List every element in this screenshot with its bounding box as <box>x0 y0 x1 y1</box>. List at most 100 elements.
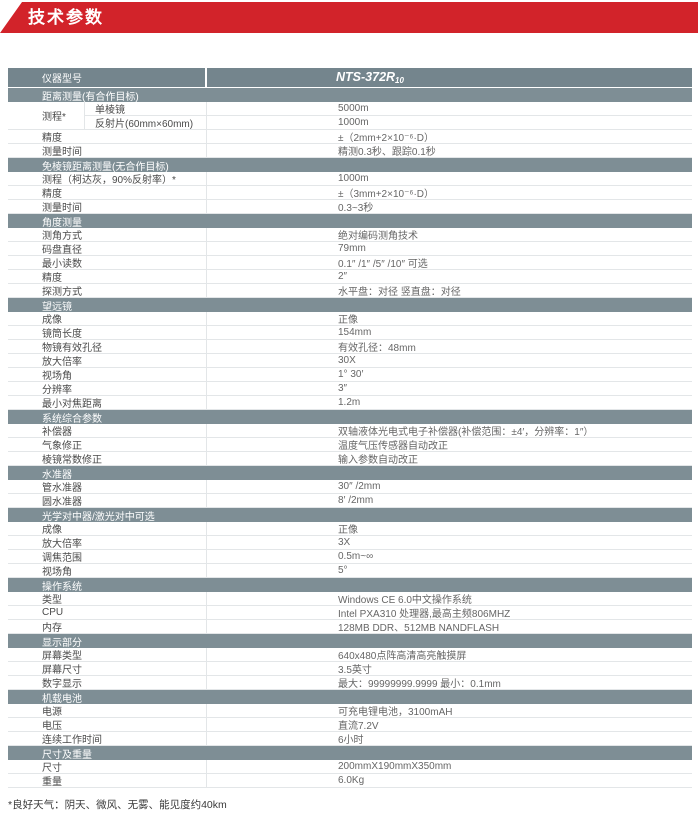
section-header: 尺寸及重量 <box>8 746 692 761</box>
spec-label: 内存 <box>8 620 207 634</box>
spec-row: 最小读数 0.1″ /1″ /5″ /10″ 可选 <box>8 256 692 270</box>
spec-label: 屏幕尺寸 <box>8 662 207 676</box>
spec-label: 分辨率 <box>8 382 207 396</box>
spec-row: 连续工作时间 6小时 <box>8 732 692 746</box>
section-header: 机载电池 <box>8 690 692 705</box>
spec-row: 测角方式 绝对编码测角技术 <box>8 228 692 242</box>
spec-value: 0.3~3秒 <box>338 203 374 214</box>
spec-label: 棱镜常数修正 <box>8 452 207 466</box>
footnote: *良好天气：阴天、微风、无雾、能见度约40km <box>8 799 227 811</box>
spec-label: 管水准器 <box>8 480 207 494</box>
spec-label: 电源 <box>8 704 207 718</box>
spec-row: 屏幕尺寸 3.5英寸 <box>8 662 692 676</box>
table-header-model-cell: NTS-372R10 <box>207 68 692 87</box>
spec-value: 最大：99999999.9999 最小：0.1mm <box>338 679 501 690</box>
spec-table: 仪器型号 NTS-372R10 距离测量(有合作目标) 测程* 单棱镜 反射片(60m… <box>8 68 692 788</box>
spec-row: 内存 128MB DDR、512MB NANDFLASH <box>8 620 692 634</box>
spec-label: 精度 <box>8 130 207 144</box>
spec-value: 精测0.3秒、跟踪0.1秒 <box>338 147 436 158</box>
spec-label: 放大倍率 <box>8 354 207 368</box>
spec-row: 管水准器 30″ /2mm <box>8 480 692 494</box>
spec-label: 气象修正 <box>8 438 207 452</box>
spec-value: 6.0Kg <box>338 775 365 786</box>
spec-label: 最小对焦距离 <box>8 396 207 410</box>
spec-label: 探测方式 <box>8 284 207 298</box>
spec-label: 最小读数 <box>8 256 207 270</box>
spec-row: 成像 正像 <box>8 312 692 326</box>
spec-sublabel-column: 单棱镜反射片(60mm×60mm) <box>85 102 207 130</box>
spec-row: 测量时间 0.3~3秒 <box>8 200 692 214</box>
spec-row: 尺寸 200mmX190mmX350mm <box>8 760 692 774</box>
spec-value: 79mm <box>338 243 366 254</box>
spec-row: 调焦范围 0.5m~∞ <box>8 550 692 564</box>
spec-value: 30X <box>338 355 356 366</box>
spec-value: ±（2mm+2×10⁻⁶·D） <box>338 133 435 144</box>
spec-value: 5000m <box>207 102 692 116</box>
spec-row: 测程（柯达灰，90%反射率）* 1000m <box>8 172 692 186</box>
section-header: 水准器 <box>8 466 692 481</box>
spec-value: 有效孔径：48mm <box>338 343 416 354</box>
spec-label: 放大倍率 <box>8 536 207 550</box>
spec-value: 1000m <box>338 173 369 184</box>
spec-row: 补偿器 双轴液体光电式电子补偿器(补偿范围：±4′，分辨率：1″） <box>8 424 692 438</box>
spec-subvalue-column: 5000m 1000m <box>207 102 692 129</box>
spec-label: 物镜有效孔径 <box>8 340 207 354</box>
spec-row: 精度 ±（3mm+2×10⁻⁶·D） <box>8 186 692 200</box>
spec-label: 测量时间 <box>8 144 207 158</box>
spec-row: 电源 可充电锂电池，3100mAH <box>8 704 692 718</box>
spec-value: 8′ /2mm <box>338 495 374 506</box>
section-header: 距离测量(有合作目标) <box>8 88 692 103</box>
spec-row: 重量 6.0Kg <box>8 774 692 788</box>
spec-value: 128MB DDR、512MB NANDFLASH <box>338 623 500 634</box>
spec-row: 镜筒长度 154mm <box>8 326 692 340</box>
spec-label: 视场角 <box>8 368 207 382</box>
spec-row: 圆水准器 8′ /2mm <box>8 494 692 508</box>
spec-value: Intel PXA310 处理器,最高主频806MHZ <box>338 609 511 620</box>
spec-label: 圆水准器 <box>8 494 207 508</box>
spec-value: 双轴液体光电式电子补偿器(补偿范围：±4′，分辨率：1″） <box>338 427 594 438</box>
spec-value: 绝对编码测角技术 <box>338 231 418 242</box>
section-header: 操作系统 <box>8 578 692 593</box>
section-header: 角度测量 <box>8 214 692 229</box>
spec-label: 调焦范围 <box>8 550 207 564</box>
spec-row: 视场角 1° 30′ <box>8 368 692 382</box>
model-name-subscript: 10 <box>395 75 404 85</box>
spec-sublabel: 反射片(60mm×60mm) <box>95 119 194 130</box>
spec-value: 3.5英寸 <box>338 665 372 676</box>
page-title: 技术参数 <box>28 8 104 27</box>
spec-label: 尺寸 <box>8 760 207 774</box>
spec-row: 精度 ±（2mm+2×10⁻⁶·D） <box>8 130 692 144</box>
spec-label: 精度 <box>8 270 207 284</box>
spec-value: Windows CE 6.0中文操作系统 <box>338 595 472 606</box>
spec-value: 温度气压传感器自动改正 <box>338 441 448 452</box>
spec-row: 成像 正像 <box>8 522 692 536</box>
spec-label: 重量 <box>8 774 207 788</box>
page-title-banner: 技术参数 <box>0 2 698 33</box>
spec-label: 数字显示 <box>8 676 207 690</box>
spec-label: 成像 <box>8 312 207 326</box>
spec-label: 测角方式 <box>8 228 207 242</box>
spec-value: 6小时 <box>338 735 364 746</box>
spec-row: 棱镜常数修正 输入参数自动改正 <box>8 452 692 466</box>
spec-sublabel: 单棱镜 <box>85 102 206 116</box>
spec-value: 1° 30′ <box>338 369 364 380</box>
spec-label: 视场角 <box>8 564 207 578</box>
spec-row: 码盘直径 79mm <box>8 242 692 256</box>
section-header: 系统综合参数 <box>8 410 692 425</box>
spec-value: 1000m <box>338 117 369 128</box>
spec-row: 分辨率 3″ <box>8 382 692 396</box>
spec-row: 最小对焦距离 1.2m <box>8 396 692 410</box>
spec-value: 30″ /2mm <box>338 481 381 492</box>
section-header: 显示部分 <box>8 634 692 649</box>
spec-value: 5° <box>338 565 348 576</box>
spec-value: 2″ <box>338 271 348 282</box>
spec-label: 类型 <box>8 592 207 606</box>
spec-value: 640x480点阵高清高亮触摸屏 <box>338 651 467 662</box>
spec-row: 物镜有效孔径 有效孔径：48mm <box>8 340 692 354</box>
spec-value: ±（3mm+2×10⁻⁶·D） <box>338 189 435 200</box>
spec-row: 视场角 5° <box>8 564 692 578</box>
spec-value: 可充电锂电池，3100mAH <box>338 707 453 718</box>
spec-row: 放大倍率 3X <box>8 536 692 550</box>
spec-label: 精度 <box>8 186 207 200</box>
spec-label: 测量时间 <box>8 200 207 214</box>
